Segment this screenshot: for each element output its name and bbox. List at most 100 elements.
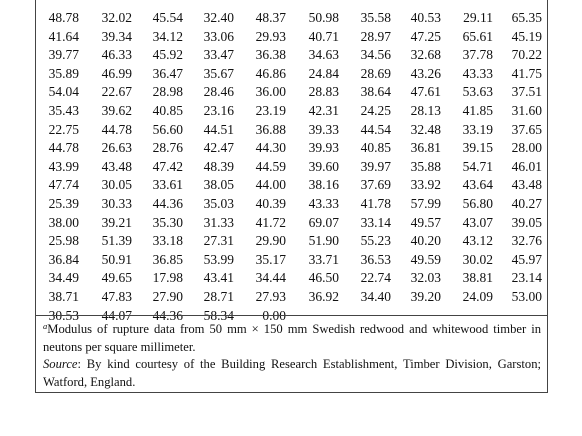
table-cell: 39.77 [48, 47, 79, 63]
table-cell: 33.18 [152, 233, 183, 249]
table-cell: 43.48 [101, 158, 132, 174]
table-cell: 47.83 [101, 289, 132, 304]
table-cell: 37.65 [511, 121, 542, 137]
table-cell: 23.16 [203, 103, 234, 118]
table-cell: 44.36 [152, 196, 183, 211]
table-cell: 46.01 [511, 158, 542, 174]
table-cell: 28.97 [360, 28, 391, 44]
table-cell: 34.63 [308, 47, 339, 63]
table-cell: 37.69 [360, 177, 391, 193]
table-cell: 28.69 [360, 65, 391, 81]
table-cell: 40.71 [308, 28, 339, 44]
table-cell: 35.30 [152, 214, 183, 230]
table-cell: 28.83 [308, 84, 339, 100]
table-cell: 36.00 [255, 84, 286, 100]
table-cell: 56.80 [462, 196, 493, 211]
table-cell: 36.84 [48, 251, 79, 267]
table-cell: 24.25 [360, 103, 391, 118]
table-cell: 45.54 [152, 10, 183, 25]
table-cell: 43.99 [48, 158, 79, 174]
table-cell: 48.78 [48, 10, 79, 25]
table-cell: 46.99 [101, 65, 132, 81]
table-cell: 38.64 [360, 84, 391, 100]
table-cell: 40.85 [360, 140, 391, 156]
table-cell: 57.99 [410, 196, 441, 211]
table-cell: 43.26 [410, 65, 441, 81]
table-cell: 44.59 [255, 158, 286, 174]
table-cell: 32.48 [410, 121, 441, 137]
table-cell: 34.40 [360, 289, 391, 304]
table-cell: 46.50 [308, 270, 339, 286]
table-cell: 23.14 [511, 270, 542, 286]
table-cell: 35.67 [203, 65, 234, 81]
table-cell: 32.68 [410, 47, 441, 63]
table-cell: 41.75 [511, 65, 542, 81]
table-cell: 35.03 [203, 196, 234, 211]
table-cell: 39.93 [308, 140, 339, 156]
table-frame: 48.78 32.02 45.54 32.40 48.37 50.98 35.58 40.53… [35, 0, 548, 393]
table-cell: 56.60 [152, 121, 183, 137]
table-cell: 22.67 [101, 84, 132, 100]
table-cell: 49.57 [410, 214, 441, 230]
table-cell: 55.23 [360, 233, 391, 249]
table-cell: 39.05 [511, 214, 542, 230]
table-cell: 41.72 [255, 214, 286, 230]
table-cell: 44.00 [255, 177, 286, 193]
table-cell: 43.07 [462, 214, 493, 230]
table-cell: 33.71 [308, 251, 339, 267]
table-cell: 41.64 [48, 28, 79, 44]
source-text: : By kind courtesy of the Building Resea… [43, 357, 541, 389]
table-cell: 25.39 [48, 196, 79, 211]
table-cell: 53.00 [511, 289, 542, 304]
table-cell: 32.76 [511, 233, 542, 249]
table-cell: 35.88 [410, 158, 441, 174]
table-cell: 36.53 [360, 251, 391, 267]
table-cell: 34.49 [48, 270, 79, 286]
table-cell: 44.30 [255, 140, 286, 156]
table-cell: 29.11 [463, 10, 493, 25]
table-cell: 32.02 [101, 10, 132, 25]
table-cell: 54.71 [462, 158, 493, 174]
table-cell: 41.78 [360, 196, 391, 211]
table-cell: 30.33 [101, 196, 132, 211]
table-cell: 48.39 [203, 158, 234, 174]
table-cell: 23.19 [255, 103, 286, 118]
table-cell: 40.39 [255, 196, 286, 211]
table-cell: 49.59 [410, 251, 441, 267]
table-cell: 33.19 [462, 121, 493, 137]
table-cell: 36.88 [255, 121, 286, 137]
table-cell: 29.93 [255, 28, 286, 44]
table-cell: 38.00 [48, 214, 79, 230]
table-cell: 35.58 [360, 10, 391, 25]
table-cell: 36.47 [152, 65, 183, 81]
table-cell: 43.33 [462, 65, 493, 81]
table-cell: 43.12 [462, 233, 493, 249]
table-cell: 22.74 [360, 270, 391, 286]
table-cell: 28.46 [203, 84, 234, 100]
table-cell: 43.41 [203, 270, 234, 286]
table-cell: 43.48 [511, 177, 542, 193]
table-cell: 37.78 [462, 47, 493, 63]
table-cell: 35.43 [48, 103, 79, 118]
table-cell: 50.98 [308, 10, 339, 25]
table-cell: 36.92 [308, 289, 339, 304]
table-cell: 51.39 [101, 233, 132, 249]
table-cell: 34.12 [152, 28, 183, 44]
table-cell: 35.17 [255, 251, 286, 267]
table-cell: 38.71 [48, 289, 79, 304]
footnote-text: Modulus of rupture data from 50 mm × 150… [43, 322, 541, 354]
table-cell: 44.51 [203, 121, 234, 137]
table-cell: 39.20 [410, 289, 441, 304]
table-cell: 39.33 [308, 121, 339, 137]
table-cell: 45.92 [152, 47, 183, 63]
table-cell: 28.13 [410, 103, 441, 118]
table-cell: 26.63 [101, 140, 132, 156]
table-cell: 31.60 [511, 103, 542, 118]
table-cell: 39.21 [101, 214, 132, 230]
footnote-marker: a [43, 321, 48, 331]
table-cell: 70.22 [511, 47, 542, 63]
table-cell: 28.00 [511, 140, 542, 156]
table-cell: 34.44 [255, 270, 286, 286]
table-cell: 42.31 [308, 103, 339, 118]
table-cell: 49.65 [101, 270, 132, 286]
